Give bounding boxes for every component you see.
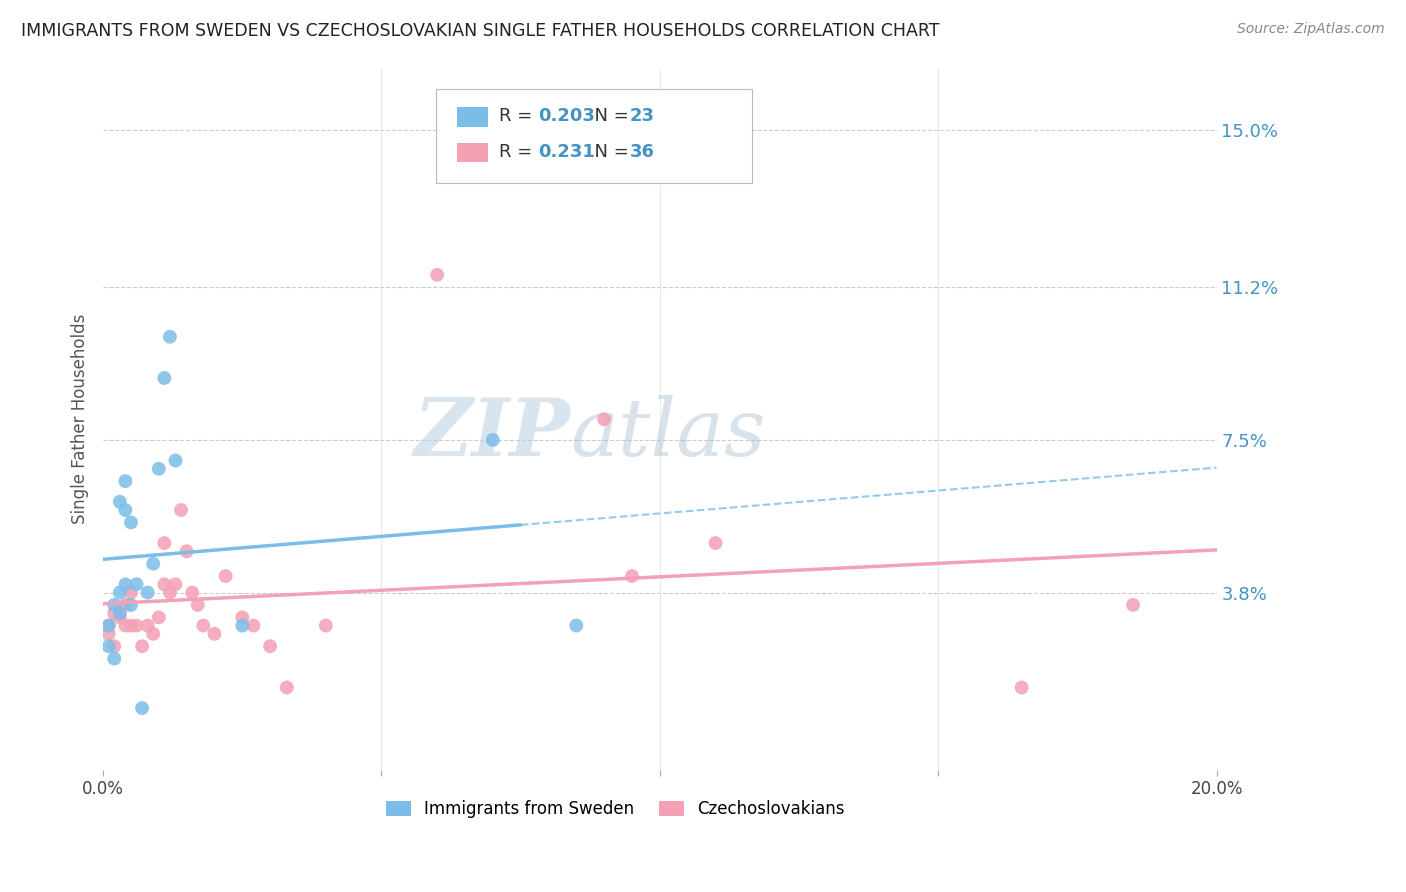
Point [108, 495, 131, 509]
Point [259, 639, 281, 653]
Point [704, 536, 727, 550]
Point [159, 585, 181, 599]
Point [114, 618, 136, 632]
Point [136, 585, 159, 599]
Point [165, 577, 187, 591]
Point [187, 598, 209, 612]
Point [114, 474, 136, 488]
Point [120, 618, 142, 632]
Point [214, 569, 236, 583]
Point [176, 544, 198, 558]
Point [97, 618, 120, 632]
Point [148, 610, 170, 624]
Point [482, 433, 505, 447]
Point [170, 503, 193, 517]
Point [103, 651, 125, 665]
Text: 0.231: 0.231 [538, 143, 595, 161]
Y-axis label: Single Father Households: Single Father Households [72, 314, 89, 524]
Point [593, 412, 616, 426]
Point [242, 618, 264, 632]
Point [131, 701, 153, 715]
Point [108, 606, 131, 620]
Point [108, 610, 131, 624]
Point [97, 618, 120, 632]
Text: 36: 36 [630, 143, 655, 161]
Point [120, 585, 142, 599]
Point [231, 610, 253, 624]
Point [103, 639, 125, 653]
Point [125, 577, 148, 591]
Point [426, 268, 449, 282]
Point [97, 627, 120, 641]
Legend: Immigrants from Sweden, Czechoslovakians: Immigrants from Sweden, Czechoslovakians [380, 794, 852, 825]
Point [120, 516, 142, 530]
Point [565, 618, 588, 632]
Point [114, 598, 136, 612]
Point [181, 585, 204, 599]
Text: R =: R = [499, 143, 544, 161]
Point [276, 681, 298, 695]
Point [165, 453, 187, 467]
Text: IMMIGRANTS FROM SWEDEN VS CZECHOSLOVAKIAN SINGLE FATHER HOUSEHOLDS CORRELATION C: IMMIGRANTS FROM SWEDEN VS CZECHOSLOVAKIA… [21, 22, 939, 40]
Text: ZIP: ZIP [413, 394, 571, 472]
Text: N =: N = [583, 107, 636, 125]
Text: R =: R = [499, 107, 538, 125]
Text: 23: 23 [630, 107, 655, 125]
Point [125, 618, 148, 632]
Point [97, 639, 120, 653]
Point [108, 585, 131, 599]
Point [1011, 681, 1033, 695]
Text: 0.203: 0.203 [538, 107, 595, 125]
Point [142, 627, 165, 641]
Point [193, 618, 215, 632]
Point [315, 618, 337, 632]
Point [142, 557, 165, 571]
Point [103, 606, 125, 620]
Point [153, 577, 176, 591]
Text: atlas: atlas [571, 394, 766, 472]
Point [159, 330, 181, 344]
Text: N =: N = [583, 143, 636, 161]
Point [231, 618, 253, 632]
Point [148, 462, 170, 476]
Point [103, 598, 125, 612]
Point [620, 569, 643, 583]
Point [114, 503, 136, 517]
Text: Source: ZipAtlas.com: Source: ZipAtlas.com [1237, 22, 1385, 37]
Point [120, 598, 142, 612]
Point [136, 618, 159, 632]
Point [204, 627, 226, 641]
Point [114, 577, 136, 591]
Point [131, 639, 153, 653]
Point [1122, 598, 1144, 612]
Point [153, 536, 176, 550]
Point [153, 371, 176, 385]
